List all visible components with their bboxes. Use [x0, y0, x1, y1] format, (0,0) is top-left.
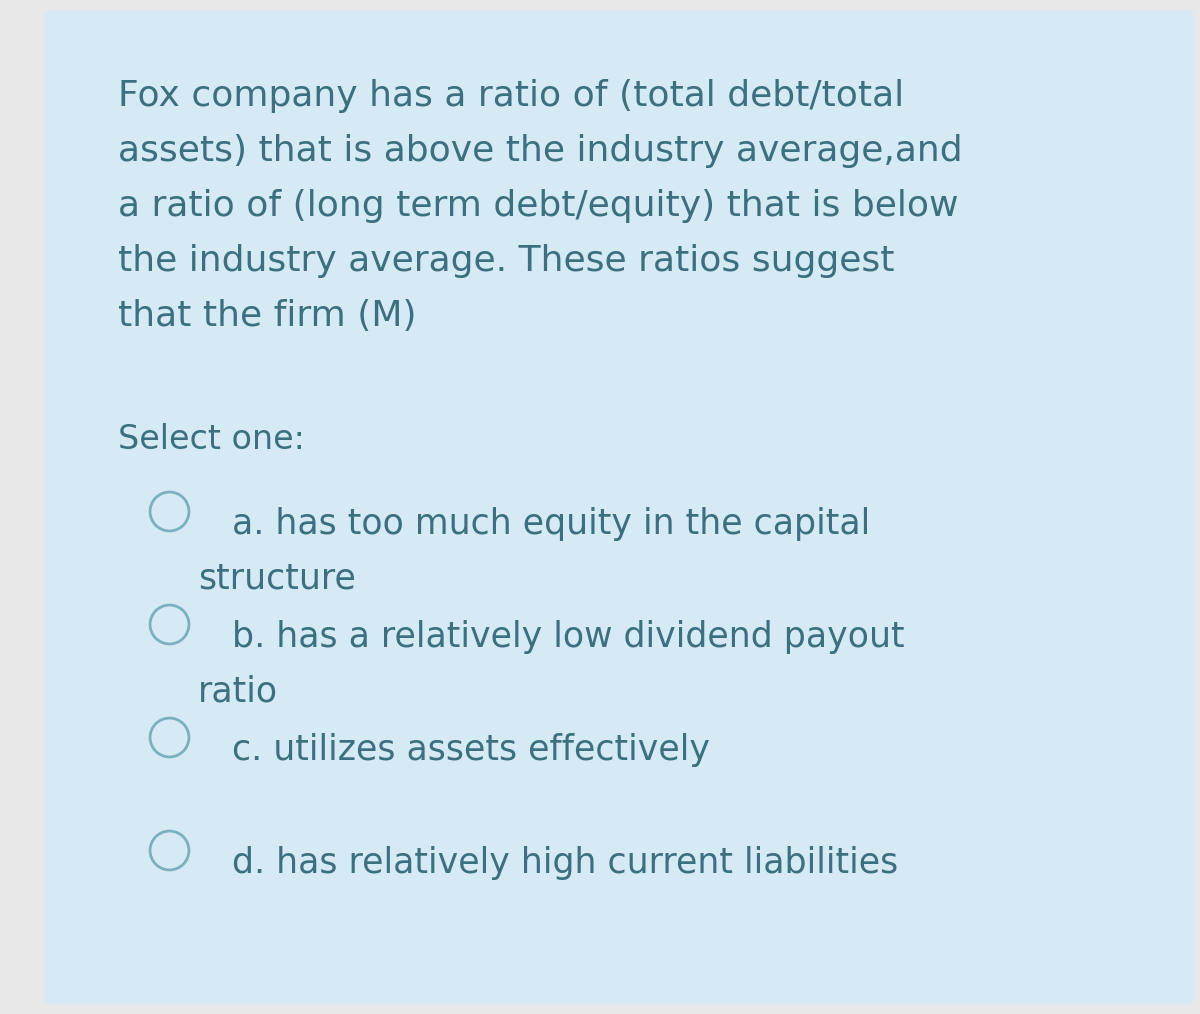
Text: d. has relatively high current liabilities: d. has relatively high current liabiliti… — [232, 847, 899, 880]
Text: a ratio of (long term debt/equity) that is below: a ratio of (long term debt/equity) that … — [119, 190, 959, 223]
Text: Select one:: Select one: — [119, 424, 305, 456]
Text: Fox company has a ratio of (total debt/total: Fox company has a ratio of (total debt/t… — [119, 79, 905, 114]
Text: the industry average. These ratios suggest: the industry average. These ratios sugge… — [119, 244, 895, 279]
Text: b. has a relatively low dividend payout: b. has a relatively low dividend payout — [232, 621, 905, 654]
Text: c. utilizes assets effectively: c. utilizes assets effectively — [232, 733, 710, 768]
Text: structure: structure — [198, 561, 356, 595]
Text: a. has too much equity in the capital: a. has too much equity in the capital — [232, 507, 870, 541]
Text: that the firm (M): that the firm (M) — [119, 299, 416, 334]
Text: ratio: ratio — [198, 674, 278, 708]
Text: assets) that is above the industry average,and: assets) that is above the industry avera… — [119, 134, 962, 168]
